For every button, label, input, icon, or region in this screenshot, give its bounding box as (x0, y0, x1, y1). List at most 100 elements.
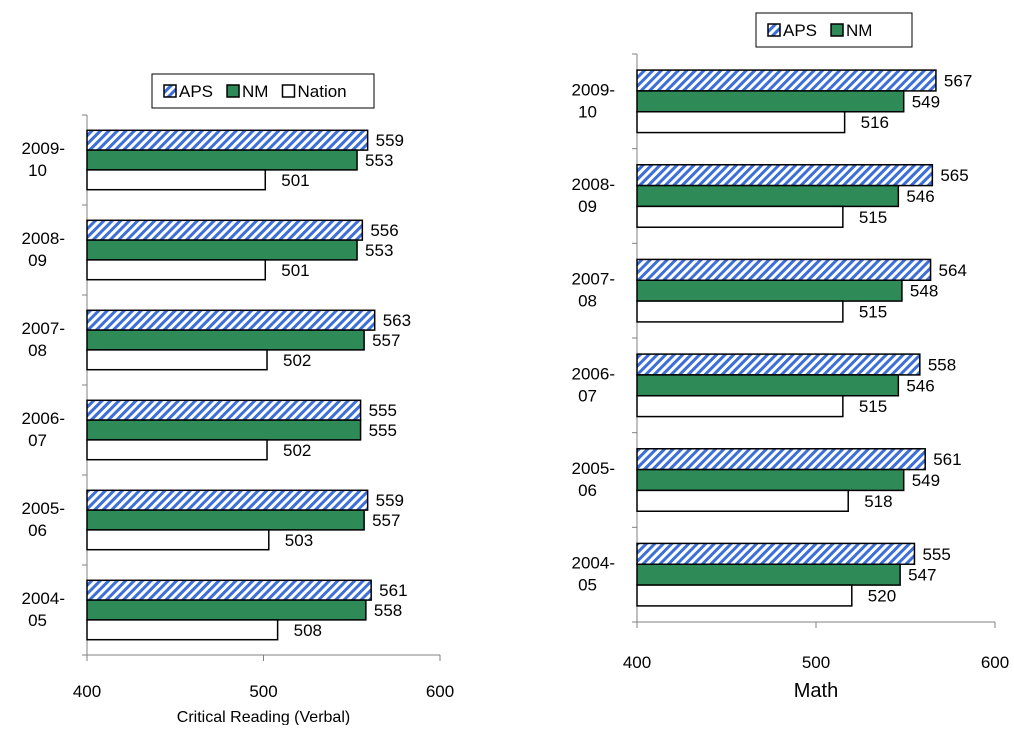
bar-aps (86, 489, 369, 511)
x-axis-title: Critical Reading (Verbal) (177, 709, 350, 725)
bar-nation (636, 394, 844, 418)
data-label-nm: 546 (906, 187, 934, 206)
x-tick-label: 600 (981, 653, 1009, 672)
bar-nm (636, 90, 905, 113)
bar-nation (636, 489, 849, 512)
legend: APS NM (755, 12, 913, 48)
x-axis-title: Math (794, 680, 838, 702)
category-label: 2006-07 (572, 364, 615, 405)
bar-nm (86, 599, 367, 621)
data-label-nation: 516 (861, 113, 889, 132)
bar-nation (636, 110, 846, 134)
data-label-aps: 556 (370, 221, 398, 240)
data-label-aps: 561 (933, 450, 961, 469)
data-label-nm: 549 (912, 92, 940, 111)
category-label: 2006-07 (22, 409, 65, 450)
bar-aps (636, 258, 932, 282)
data-label-aps: 555 (369, 401, 397, 420)
data-label-nm: 557 (372, 511, 400, 530)
category-label: 2007-08 (22, 319, 65, 360)
data-label-aps: 565 (940, 166, 968, 185)
data-label-aps: 559 (376, 491, 404, 510)
bar-nation (86, 619, 279, 641)
bar-aps (86, 579, 372, 601)
data-label-aps: 558 (928, 356, 956, 375)
data-label-aps: 561 (379, 581, 407, 600)
bar-nation (636, 300, 844, 323)
category-label: 2004-05 (572, 554, 615, 595)
data-label-nm: 549 (912, 471, 940, 490)
bar-aps (86, 129, 369, 151)
data-label-nm: 553 (365, 241, 393, 260)
legend-box (151, 73, 375, 109)
data-label-nation: 515 (859, 302, 887, 321)
data-label-nation: 518 (864, 492, 892, 511)
data-label-aps: 563 (383, 311, 411, 330)
legend-swatch-nation (281, 84, 296, 98)
bar-nation (86, 439, 268, 461)
bar-nm (86, 509, 365, 531)
data-label-nm: 546 (906, 376, 934, 395)
bar-nm (636, 563, 901, 586)
bar-aps (636, 542, 916, 566)
data-label-nation: 502 (283, 351, 311, 370)
category-label: 2009-10 (572, 80, 615, 121)
data-label-nm: 548 (910, 282, 938, 301)
bar-aps (636, 69, 937, 92)
category-label: 2005-06 (22, 499, 65, 540)
x-tick-label: 500 (802, 653, 830, 672)
data-label-nation: 515 (859, 208, 887, 227)
data-label-nation: 520 (868, 586, 896, 605)
bar-nm (636, 468, 905, 492)
bar-aps (636, 448, 926, 471)
data-label-nation: 515 (859, 397, 887, 416)
legend-swatch-aps (163, 84, 177, 98)
data-label-nation: 502 (283, 441, 311, 460)
bar-nm (86, 329, 365, 351)
legend: APS NM Nation (151, 73, 375, 109)
bar-nation (86, 349, 268, 371)
chart-2: 400 500 600Math2009-105675495162008-095655… (572, 12, 1009, 702)
x-tick-label: 600 (426, 682, 454, 701)
x-tick-label: 400 (73, 682, 101, 701)
bar-aps (86, 399, 362, 421)
legend-label-aps: APS (179, 82, 213, 101)
data-label-nation: 501 (281, 261, 309, 280)
data-label-nation: 501 (281, 171, 309, 190)
bar-nm (86, 239, 358, 261)
category-label: 2008-09 (22, 229, 65, 270)
bar-nation (636, 205, 844, 228)
legend-swatch-nm (226, 84, 240, 98)
legend-label-nm: NM (846, 21, 872, 40)
x-tick-label: 400 (623, 653, 651, 672)
legend-swatch-nm (830, 23, 844, 37)
data-label-nm: 557 (372, 331, 400, 350)
bar-nm (636, 279, 903, 302)
x-tick-label: 500 (249, 682, 277, 701)
legend-swatch-aps (767, 23, 781, 37)
category-label: 2007-08 (572, 270, 615, 311)
bar-nation (86, 259, 267, 281)
data-label-nm: 555 (369, 421, 397, 440)
data-label-aps: 559 (376, 131, 404, 150)
data-label-aps: 555 (922, 545, 950, 564)
chart-1: 400 500 600 Critical Reading (Verbal) 2009-1… (22, 73, 454, 726)
data-label-nation: 508 (294, 621, 322, 640)
legend-label-nm: NM (242, 82, 268, 101)
bar-aps (636, 353, 921, 376)
data-label-nm: 558 (374, 601, 402, 620)
bar-nm (636, 184, 900, 208)
bar-nation (86, 529, 270, 551)
data-label-nm: 547 (908, 566, 936, 585)
bar-aps (86, 309, 376, 331)
bar-nm (86, 419, 362, 441)
legend-label-aps: APS (783, 21, 817, 40)
bar-nm (636, 374, 900, 397)
bar-nm (86, 149, 358, 171)
data-label-nm: 553 (365, 151, 393, 170)
data-label-aps: 567 (944, 72, 972, 91)
bar-nation (636, 584, 853, 607)
category-label: 2009-10 (22, 139, 65, 180)
